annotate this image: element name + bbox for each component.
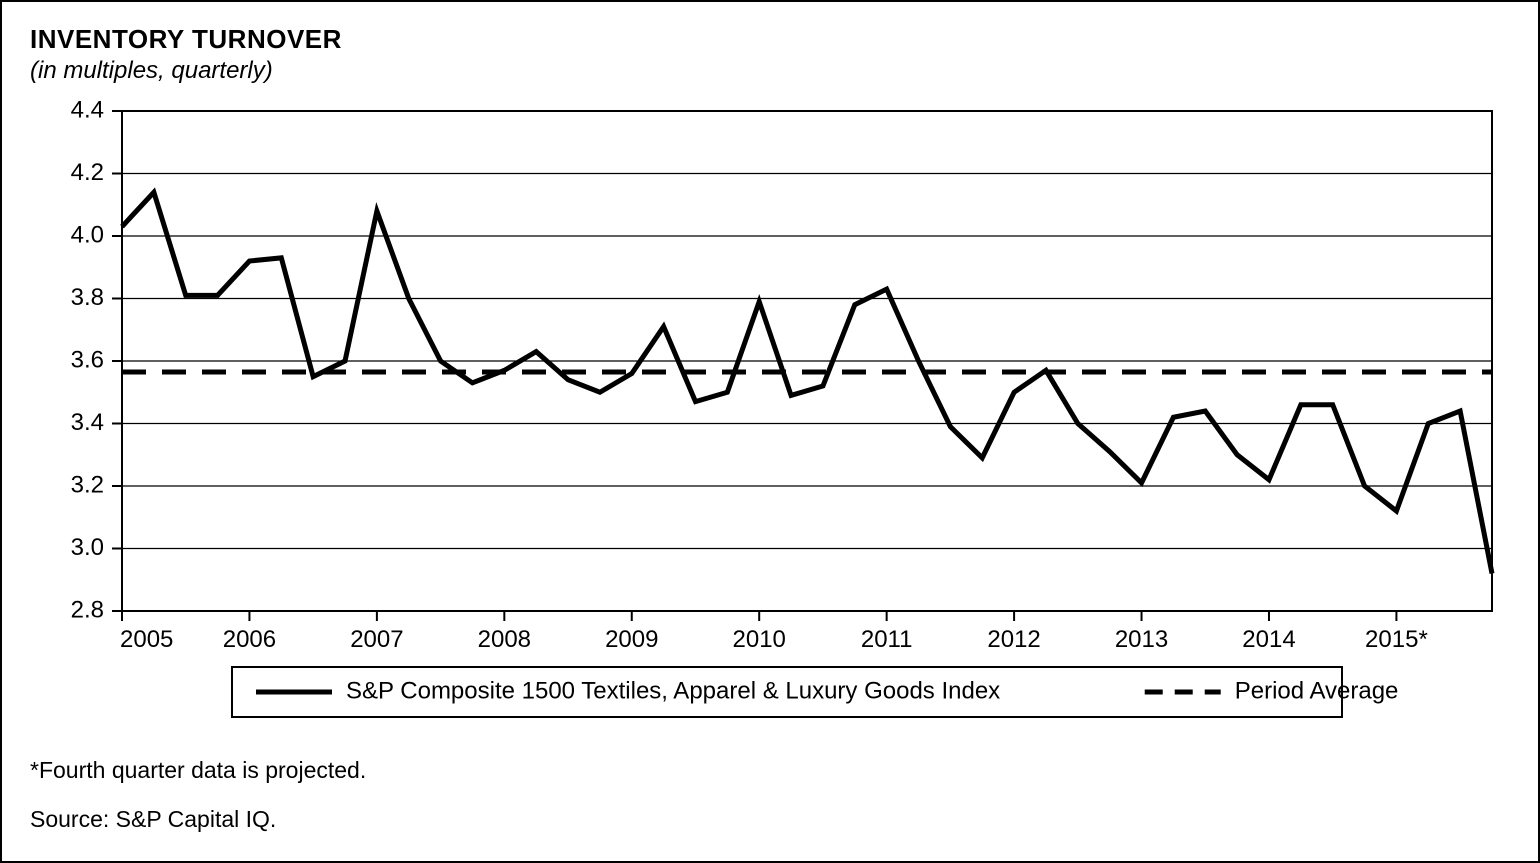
svg-text:3.6: 3.6	[71, 346, 104, 373]
svg-text:3.4: 3.4	[71, 409, 104, 436]
line-chart-svg: 2.8 3.0 3.2 3.4 3.6 3.8 4.0 4.2 4.4 2005 2006 2007 2…	[30, 99, 1514, 719]
svg-text:3.2: 3.2	[71, 471, 104, 498]
svg-text:2007: 2007	[350, 626, 403, 653]
svg-text:4.4: 4.4	[71, 99, 104, 123]
chart-frame: INVENTORY TURNOVER (in multiples, quarte…	[0, 0, 1540, 863]
svg-text:3.0: 3.0	[71, 534, 104, 561]
chart-title: INVENTORY TURNOVER	[30, 24, 1510, 55]
svg-text:2015*: 2015*	[1365, 626, 1428, 653]
svg-text:2013: 2013	[1115, 626, 1168, 653]
svg-text:2006: 2006	[223, 626, 276, 653]
svg-text:2011: 2011	[861, 626, 913, 653]
svg-text:3.8: 3.8	[71, 284, 104, 311]
svg-text:4.2: 4.2	[71, 159, 104, 186]
svg-text:2010: 2010	[733, 626, 786, 653]
svg-text:2.8: 2.8	[71, 596, 104, 623]
chart-area: 2.8 3.0 3.2 3.4 3.6 3.8 4.0 4.2 4.4 2005 2006 2007 2…	[30, 99, 1510, 719]
svg-text:S&P Composite 1500 Textiles, A: S&P Composite 1500 Textiles, Apparel & L…	[346, 677, 1000, 704]
svg-text:Period Average: Period Average	[1235, 677, 1399, 704]
svg-text:2012: 2012	[987, 626, 1040, 653]
svg-text:2005: 2005	[120, 626, 173, 653]
svg-text:2008: 2008	[478, 626, 531, 653]
footnote-text: *Fourth quarter data is projected.	[30, 757, 1510, 784]
svg-text:2014: 2014	[1242, 626, 1295, 653]
source-text: Source: S&P Capital IQ.	[30, 806, 1510, 833]
svg-text:2009: 2009	[605, 626, 658, 653]
svg-text:4.0: 4.0	[71, 221, 104, 248]
chart-subtitle: (in multiples, quarterly)	[30, 57, 1510, 85]
